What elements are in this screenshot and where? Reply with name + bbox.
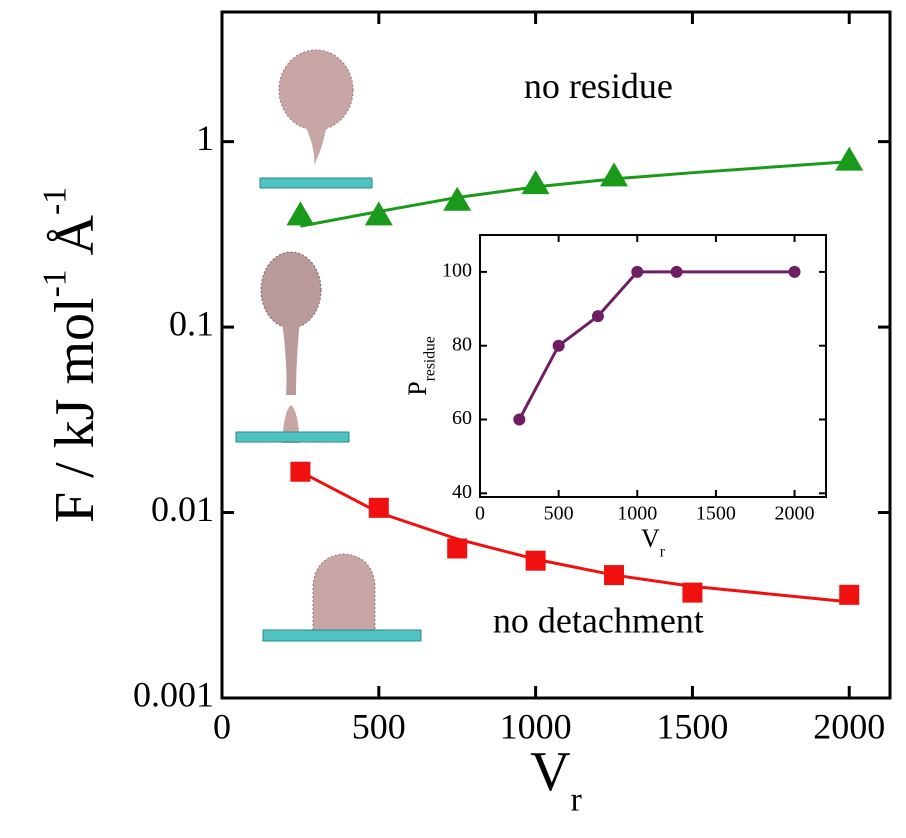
marker — [591, 310, 604, 323]
y-axis-label-main: P — [403, 381, 432, 395]
y-axis-label-main: Å — [44, 214, 106, 269]
x-tick-label: 2000 — [775, 503, 815, 525]
y-axis-label-main: F / kJ mol — [44, 297, 106, 523]
x-tick-label: 1000 — [617, 503, 657, 525]
plot-frame — [220, 10, 892, 700]
y-axis-label-sup: -1 — [36, 269, 73, 297]
y-axis-label-sup: -1 — [36, 187, 73, 215]
x-tick-label: 500 — [352, 707, 406, 747]
marker — [364, 201, 393, 226]
x-axis-label-main: V — [641, 524, 660, 553]
y-axis-label: Presidue — [403, 336, 438, 396]
marker — [368, 497, 389, 518]
y-tick-label: 100 — [442, 259, 472, 281]
x-tick-label: 2000 — [813, 707, 885, 747]
marker — [682, 582, 703, 603]
y-axis-label: F / kJ mol-1 Å-1 — [36, 187, 106, 523]
marker — [839, 584, 860, 605]
marker — [788, 265, 801, 278]
x-axis-label-sub: r — [660, 543, 666, 560]
y-tick-label: 1 — [196, 118, 214, 158]
marker — [513, 413, 526, 426]
y-tick-label: 0.1 — [169, 303, 214, 343]
plot-frame — [479, 234, 827, 498]
marker — [670, 265, 683, 278]
x-tick-label: 1000 — [500, 707, 572, 747]
marker — [631, 265, 644, 278]
y-tick-label: 0.001 — [133, 674, 214, 714]
x-axis-label: Vr — [530, 741, 582, 818]
marker — [525, 550, 546, 571]
marker — [604, 565, 625, 586]
x-tick-label: 0 — [213, 707, 231, 747]
x-axis-label: Vr — [641, 524, 666, 560]
x-tick-label: 1500 — [656, 707, 728, 747]
x-axis-label-sub: r — [571, 781, 582, 818]
marker — [443, 186, 472, 211]
x-tick-label: 500 — [544, 503, 574, 525]
y-tick-label: 80 — [452, 333, 472, 355]
y-tick-label: 60 — [452, 407, 472, 429]
marker — [835, 146, 864, 171]
marker — [600, 162, 629, 187]
data-line — [517, 270, 795, 421]
annotation: no detachment — [493, 600, 704, 640]
marker — [521, 170, 550, 195]
y-axis-label-sub: residue — [421, 336, 438, 381]
droplet-images — [235, 49, 422, 642]
y-tick-label: 0.01 — [151, 489, 214, 529]
x-axis-label-main: V — [530, 741, 570, 803]
x-tick-label: 0 — [475, 503, 485, 525]
annotation: no residue — [524, 66, 673, 106]
marker — [286, 201, 315, 226]
marker — [552, 339, 565, 352]
marker — [290, 461, 311, 482]
marker — [447, 538, 468, 559]
x-tick-label: 1500 — [696, 503, 736, 525]
y-tick-label: 40 — [452, 481, 472, 503]
